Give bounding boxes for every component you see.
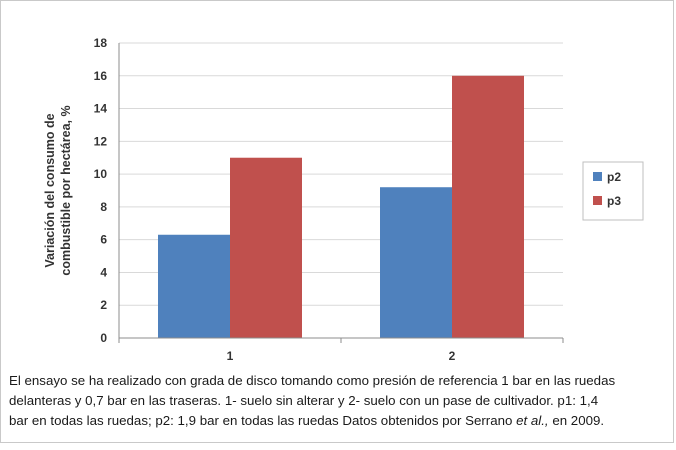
y-axis-title-line: Variación del consumo de	[43, 113, 57, 267]
bar-p3-2	[452, 75, 524, 339]
legend-label-p2: p2	[607, 170, 621, 184]
caption-line-3-prefix: bar en todas las ruedas; p2: 1,9 bar en …	[9, 413, 517, 428]
legend-box	[582, 161, 644, 221]
bar-p2-1	[158, 234, 230, 338]
y-tick-label: 10	[94, 167, 108, 181]
x-tick-label: 1	[227, 349, 234, 363]
caption-line-3: bar en todas las ruedas; p2: 1,9 bar en …	[9, 411, 669, 431]
legend: p2 p3	[582, 161, 644, 221]
y-tick-label: 14	[94, 102, 108, 116]
caption-et-al: et al.,	[516, 413, 549, 428]
y-tick-label: 4	[100, 265, 107, 279]
y-axis-title-line: combustible por hectárea, %	[59, 105, 73, 275]
legend-swatch-p2	[593, 172, 602, 181]
y-tick-label: 6	[100, 233, 107, 247]
y-tick-label: 16	[94, 69, 108, 83]
legend-label-p3: p3	[607, 194, 621, 208]
y-axis-ticks: 0 2 4 6 8 10 12 14 16 18	[94, 36, 108, 345]
y-tick-label: 12	[94, 134, 108, 148]
x-tick-label: 2	[449, 349, 456, 363]
y-tick-label: 2	[100, 298, 107, 312]
y-axis-label: Variación del consumo de combustible por …	[43, 105, 73, 275]
caption-line-3-suffix: en 2009.	[548, 413, 605, 428]
bars	[158, 75, 524, 339]
legend-swatch-p3	[593, 196, 602, 205]
caption-line-2: delanteras y 0,7 bar en las traseras. 1-…	[9, 393, 599, 408]
y-tick-label: 8	[100, 200, 107, 214]
y-axis-title: Variación del consumo de combustible por …	[43, 105, 73, 275]
figure-caption: El ensayo se ha realizado con grada de d…	[9, 371, 669, 431]
y-tick-label: 18	[94, 36, 108, 50]
bar-p3-1	[230, 157, 302, 338]
y-tick-label: 0	[100, 331, 107, 345]
caption-line-1: El ensayo se ha realizado con grada de d…	[9, 373, 616, 388]
bar-p2-2	[380, 187, 452, 338]
